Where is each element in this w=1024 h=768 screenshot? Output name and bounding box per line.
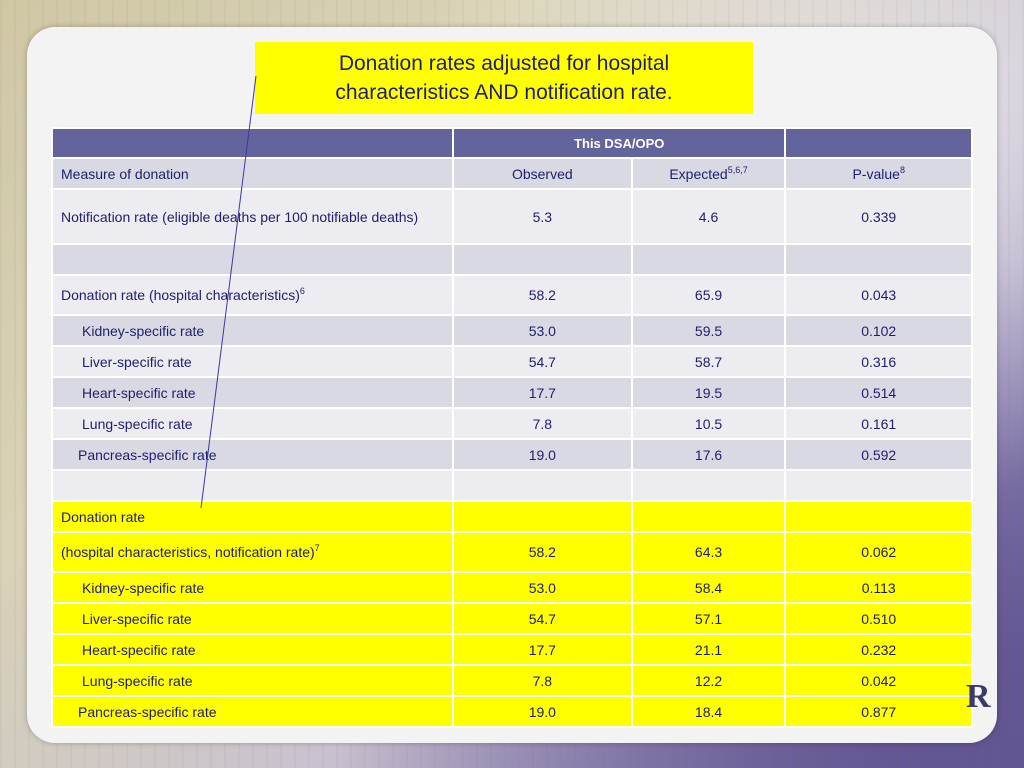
combined-total-label: (hospital characteristics, notification … — [51, 531, 454, 573]
row-pvalue: 0.113 — [784, 571, 973, 604]
combined-total-pvalue: 0.062 — [784, 531, 973, 573]
row-label: Heart-specific rate — [51, 633, 454, 666]
row-observed: 53.0 — [452, 314, 633, 347]
hospital-total-label: Donation rate (hospital characteristics)… — [51, 274, 454, 316]
col-expected-text: Expected — [669, 165, 728, 182]
col-expected-label: Expected5,6,7 — [630, 157, 787, 190]
combined-total-text: (hospital characteristics, notification … — [61, 544, 315, 560]
table-row: Pancreas-specific rate 19.0 18.4 0.877 — [51, 695, 973, 728]
table-row: Kidney-specific rate 53.0 59.5 0.102 — [51, 314, 973, 347]
hospital-total-sup: 6 — [299, 286, 305, 296]
row-observed: 53.0 — [452, 571, 633, 604]
column-labels-row: Measure of donation Observed Expected5,6… — [51, 157, 973, 190]
title-line-2: characteristics AND notification rate. — [335, 81, 673, 104]
row-expected: 18.4 — [630, 695, 787, 728]
spacer-row — [51, 469, 973, 502]
organization-logo: R — [966, 678, 991, 715]
table-row: Pancreas-specific rate 19.0 17.6 0.592 — [51, 438, 973, 471]
row-label: Heart-specific rate — [51, 376, 454, 409]
col-pvalue-text: P-value — [852, 165, 900, 182]
row-observed: 19.0 — [452, 438, 633, 471]
row-pvalue: 0.877 — [784, 695, 973, 728]
row-pvalue: 0.514 — [784, 376, 973, 409]
notification-pvalue: 0.339 — [784, 188, 973, 245]
row-expected: 19.5 — [630, 376, 787, 409]
row-expected: 58.7 — [630, 345, 787, 378]
row-pvalue: 0.510 — [784, 602, 973, 635]
hospital-total-pvalue: 0.043 — [784, 274, 973, 316]
notification-expected: 4.6 — [630, 188, 787, 245]
combined-total-row: (hospital characteristics, notification … — [51, 531, 973, 573]
table-row: Kidney-specific rate 53.0 58.4 0.113 — [51, 571, 973, 604]
hospital-total-row: Donation rate (hospital characteristics)… — [51, 274, 973, 316]
row-expected: 12.2 — [630, 664, 787, 697]
combined-total-observed: 58.2 — [452, 531, 633, 573]
combined-heading-row: Donation rate — [51, 500, 973, 533]
hospital-total-text: Donation rate (hospital characteristics) — [61, 287, 300, 303]
header-empty-cell — [784, 127, 973, 159]
combined-total-sup: 7 — [314, 543, 320, 553]
row-label: Kidney-specific rate — [51, 571, 454, 604]
combined-total-expected: 64.3 — [630, 531, 787, 573]
row-label: Pancreas-specific rate — [51, 695, 454, 728]
row-observed: 19.0 — [452, 695, 633, 728]
table-row: Lung-specific rate 7.8 10.5 0.161 — [51, 407, 973, 440]
header-empty-cell — [51, 127, 454, 159]
notification-label: Notification rate (eligible deaths per 1… — [51, 188, 454, 245]
row-observed: 7.8 — [452, 664, 633, 697]
row-observed: 7.8 — [452, 407, 633, 440]
col-observed-label: Observed — [452, 157, 633, 190]
table-row: Heart-specific rate 17.7 21.1 0.232 — [51, 633, 973, 666]
table-row: Lung-specific rate 7.8 12.2 0.042 — [51, 664, 973, 697]
row-expected: 58.4 — [630, 571, 787, 604]
row-observed: 17.7 — [452, 633, 633, 666]
row-pvalue: 0.102 — [784, 314, 973, 347]
hospital-total-expected: 65.9 — [630, 274, 787, 316]
row-label: Kidney-specific rate — [51, 314, 454, 347]
table-row: Heart-specific rate 17.7 19.5 0.514 — [51, 376, 973, 409]
row-expected: 57.1 — [630, 602, 787, 635]
row-pvalue: 0.316 — [784, 345, 973, 378]
spacer-row — [51, 243, 973, 276]
row-label: Lung-specific rate — [51, 664, 454, 697]
row-observed: 54.7 — [452, 602, 633, 635]
row-label: Pancreas-specific rate — [51, 438, 454, 471]
row-expected: 10.5 — [630, 407, 787, 440]
notification-observed: 5.3 — [452, 188, 633, 245]
row-label: Liver-specific rate — [51, 602, 454, 635]
table-row: Liver-specific rate 54.7 58.7 0.316 — [51, 345, 973, 378]
hospital-total-observed: 58.2 — [452, 274, 633, 316]
donation-rates-table: This DSA/OPO Measure of donation Observe… — [51, 127, 973, 728]
row-pvalue: 0.042 — [784, 664, 973, 697]
slide-title: Donation rates adjusted for hospital cha… — [255, 42, 753, 114]
col-measure-label: Measure of donation — [51, 157, 454, 190]
row-pvalue: 0.232 — [784, 633, 973, 666]
combined-label-line1: Donation rate — [51, 500, 454, 533]
title-line-1: Donation rates adjusted for hospital — [338, 52, 670, 75]
notification-row: Notification rate (eligible deaths per 1… — [51, 188, 973, 245]
row-expected: 17.6 — [630, 438, 787, 471]
col-pvalue-sup: 8 — [899, 164, 905, 175]
row-observed: 17.7 — [452, 376, 633, 409]
header-group-label: This DSA/OPO — [451, 127, 787, 159]
row-observed: 54.7 — [452, 345, 633, 378]
row-pvalue: 0.161 — [784, 407, 973, 440]
row-label: Liver-specific rate — [51, 345, 454, 378]
table-header-row: This DSA/OPO — [51, 127, 973, 159]
row-label: Lung-specific rate — [51, 407, 454, 440]
col-pvalue-label: P-value8 — [784, 157, 973, 190]
table-row: Liver-specific rate 54.7 57.1 0.510 — [51, 602, 973, 635]
row-pvalue: 0.592 — [784, 438, 973, 471]
col-expected-sup: 5,6,7 — [727, 164, 748, 175]
row-expected: 21.1 — [630, 633, 787, 666]
row-expected: 59.5 — [630, 314, 787, 347]
